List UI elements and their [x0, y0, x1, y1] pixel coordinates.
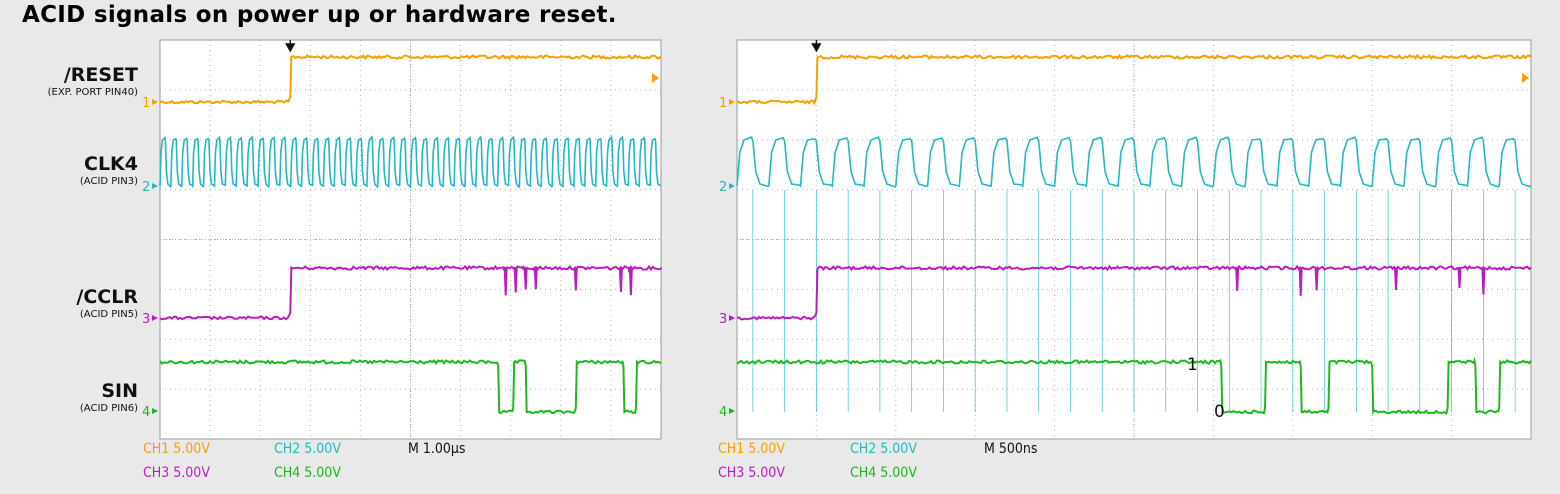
- left-ch4-readout: CH4 5.00V: [274, 465, 341, 481]
- right-clk4-spikes: [752, 190, 1516, 412]
- right-ch2-marker: 2: [719, 180, 727, 195]
- right-timebase-readout: M 500ns: [984, 441, 1038, 457]
- label-cclr-pin: (ACID PIN5): [79, 309, 138, 320]
- label-cclr-name: /CCLR: [76, 286, 138, 308]
- label-clk4-name: CLK4: [84, 153, 138, 175]
- right-trace-sin: [736, 356, 1532, 415]
- right-trace-reset: [736, 53, 1532, 106]
- right-trace-cclr: [736, 264, 1532, 321]
- left-ch3-marker-arrow-icon: [152, 315, 158, 321]
- left-trace-sin: [159, 358, 662, 415]
- right-ch3-marker-arrow-icon: [729, 315, 735, 321]
- label-sin: SIN (ACID PIN6): [80, 380, 138, 415]
- left-timebase-readout: M 1.00µs: [408, 441, 466, 457]
- annotation-logic-0: 0: [1214, 402, 1225, 422]
- left-ch4-marker: 4: [142, 405, 150, 420]
- left-ch1-readout: CH1 5.00V: [143, 441, 210, 457]
- left-ch2-marker: 2: [142, 180, 150, 195]
- page-title: ACID signals on power up or hardware res…: [22, 2, 617, 28]
- left-trigger-marker-icon: [285, 40, 296, 53]
- left-trace-clk4: [159, 135, 662, 189]
- right-ch1-readout: CH1 5.00V: [718, 441, 785, 457]
- scope-left: 1 2 3 4: [142, 39, 662, 440]
- left-ch3-readout: CH3 5.00V: [143, 465, 210, 481]
- label-clk4-pin: (ACID PIN3): [79, 176, 138, 187]
- right-ch4-marker-arrow-icon: [729, 408, 735, 414]
- right-ch2-readout: CH2 5.00V: [850, 441, 917, 457]
- annotation-logic-1: 1: [1187, 355, 1198, 375]
- right-trigger-marker-icon: [811, 40, 822, 53]
- right-ch1-marker-arrow-icon: [729, 99, 735, 105]
- left-grid: [160, 40, 661, 439]
- right-ch2-marker-arrow-icon: [729, 183, 735, 189]
- left-ch2-readout: CH2 5.00V: [274, 441, 341, 457]
- channel-labels: /RESET (EXP. PORT PIN40) CLK4 (ACID PIN3…: [0, 0, 140, 494]
- left-trace-reset: [159, 53, 662, 105]
- right-trigger-level-icon: [1522, 73, 1529, 83]
- label-reset-name: /RESET: [63, 64, 138, 86]
- scope-right: 1 2 3 4 1 0: [719, 39, 1532, 440]
- left-ch4-marker-arrow-icon: [152, 408, 158, 414]
- left-trace-cclr: [159, 264, 662, 321]
- label-sin-name: SIN: [101, 380, 138, 402]
- right-ch3-readout: CH3 5.00V: [718, 465, 785, 481]
- right-ch4-readout: CH4 5.00V: [850, 465, 917, 481]
- label-sin-pin: (ACID PIN6): [79, 403, 138, 414]
- right-ch4-marker: 4: [719, 405, 727, 420]
- right-trace-clk4: [736, 135, 1532, 188]
- right-ch1-marker: 1: [719, 96, 727, 111]
- left-ch1-marker-arrow-icon: [152, 99, 158, 105]
- left-ch3-marker: 3: [142, 312, 150, 327]
- left-ch2-marker-arrow-icon: [152, 183, 158, 189]
- right-ch3-marker: 3: [719, 312, 727, 327]
- left-trigger-level-icon: [652, 73, 659, 83]
- label-clk4: CLK4 (ACID PIN3): [80, 153, 138, 188]
- left-ch1-marker: 1: [142, 96, 150, 111]
- label-cclr: /CCLR (ACID PIN5): [76, 286, 138, 321]
- label-reset: /RESET (EXP. PORT PIN40): [48, 64, 138, 99]
- label-reset-pin: (EXP. PORT PIN40): [47, 87, 138, 98]
